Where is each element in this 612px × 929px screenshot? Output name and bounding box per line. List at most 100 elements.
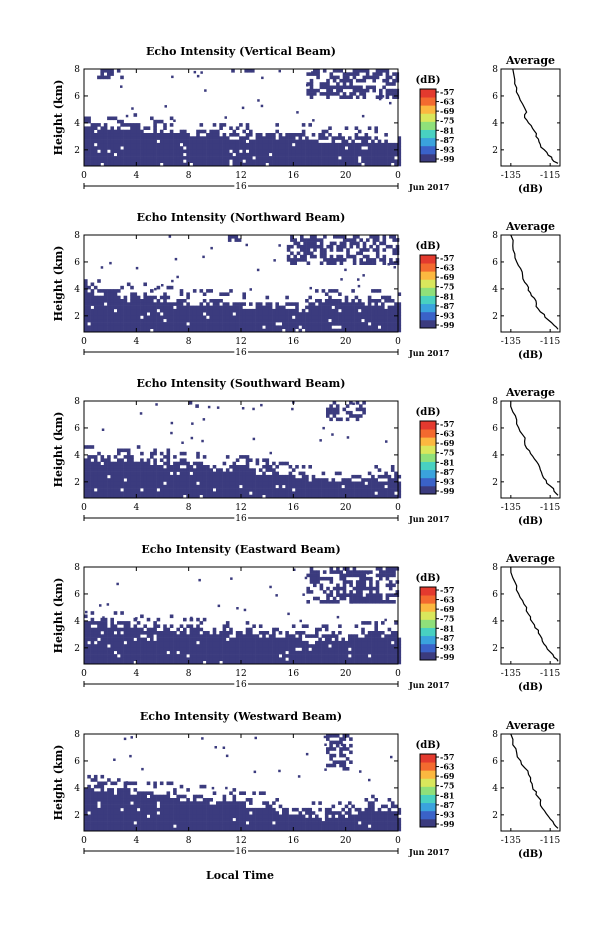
echo-cell (381, 481, 385, 486)
echo-cell (394, 322, 398, 326)
echo-cell (136, 794, 141, 799)
echo-cell (97, 139, 101, 144)
echo-cell (354, 146, 359, 150)
echo-cell (113, 624, 118, 628)
echo-cell (173, 312, 177, 316)
echo-cell (346, 85, 350, 90)
echo-cell (291, 159, 296, 163)
echo-cell (242, 474, 246, 479)
echo-cell (361, 139, 365, 144)
echo-cell (342, 596, 347, 601)
colorbar-segment (420, 445, 436, 454)
echo-cell (275, 149, 279, 154)
echo-cell (133, 162, 138, 167)
echo-cell (336, 92, 340, 96)
echo-cell (84, 159, 88, 163)
echo-cell (179, 458, 184, 462)
echo-cell (369, 580, 373, 584)
echo-cell (136, 308, 141, 313)
echo-cell (275, 478, 279, 482)
echo-cell (318, 654, 322, 658)
echo-cell (351, 660, 355, 665)
echo-cell (216, 149, 220, 154)
echo-cell (186, 142, 190, 147)
echo-cell (390, 484, 395, 489)
echo-cell (362, 576, 367, 581)
echo-cell (328, 142, 332, 147)
echo-cell (352, 238, 357, 242)
echo-cell (379, 567, 383, 571)
echo-cell (357, 315, 362, 320)
echo-cell (285, 133, 289, 137)
echo-cell (143, 644, 147, 648)
echo-cell (176, 312, 180, 316)
echo-cell (282, 308, 286, 313)
echo-cell (133, 126, 138, 130)
average-y-tick-label: 8 (492, 397, 498, 407)
echo-cell (318, 299, 322, 303)
echo-cell (140, 484, 144, 489)
echo-cell (192, 637, 197, 642)
echo-cell (103, 328, 108, 333)
echo-cell (268, 647, 273, 652)
echo-cell (334, 142, 339, 147)
echo-cell (90, 827, 95, 832)
echo-cell (232, 465, 237, 469)
echo-cell (321, 640, 326, 645)
echo-cell (306, 261, 311, 265)
echo-cell (338, 159, 342, 163)
colorbar-segment (420, 635, 436, 645)
echo-cell (107, 798, 111, 802)
echo-cell (153, 305, 157, 310)
echo-cell (166, 471, 171, 476)
echo-cell (140, 305, 144, 310)
echo-cell (84, 295, 88, 300)
echo-cell (100, 478, 105, 482)
echo-cell (87, 285, 91, 290)
echo-cell (123, 162, 128, 167)
echo-cell (163, 305, 167, 310)
echo-cell (351, 149, 355, 154)
echo-cell (229, 484, 233, 489)
echo-cell (206, 488, 210, 492)
echo-cell (318, 660, 322, 665)
echo-cell (331, 647, 336, 652)
echo-cell (103, 318, 108, 323)
echo-cell (371, 289, 375, 293)
echo-cell (176, 461, 180, 466)
echo-cell (156, 142, 161, 147)
echo-cell (311, 315, 316, 320)
echo-cell (176, 634, 180, 638)
echo-cell (156, 650, 161, 655)
echo-cell (97, 807, 101, 812)
echo-cell (298, 162, 303, 167)
echo-cell (159, 657, 164, 661)
echo-cell (338, 315, 342, 320)
echo-cell (371, 299, 375, 303)
echo-cell (252, 139, 256, 144)
echo-cell (103, 488, 108, 492)
echo-cell (249, 129, 253, 134)
echo-cell (126, 129, 131, 134)
echo-cell (352, 570, 357, 574)
echo-cell (275, 156, 279, 160)
echo-cell (367, 126, 372, 130)
echo-cell (117, 640, 121, 645)
echo-cell (390, 488, 395, 492)
colorbar-tick-label: -69 (440, 272, 455, 282)
echo-cell (100, 784, 105, 789)
echo-cell (235, 328, 240, 333)
echo-cell (371, 647, 375, 652)
echo-cell (369, 261, 373, 265)
echo-cell (328, 494, 332, 499)
echo-cell (295, 162, 299, 167)
echo-cell (123, 647, 128, 652)
echo-cell (93, 162, 98, 167)
colorbar-segment (420, 437, 436, 446)
echo-cell (311, 142, 316, 147)
echo-cell (326, 576, 330, 581)
echo-cell (364, 136, 369, 140)
echo-cell (191, 422, 194, 425)
echo-cell (163, 491, 167, 495)
echo-cell (328, 305, 332, 310)
